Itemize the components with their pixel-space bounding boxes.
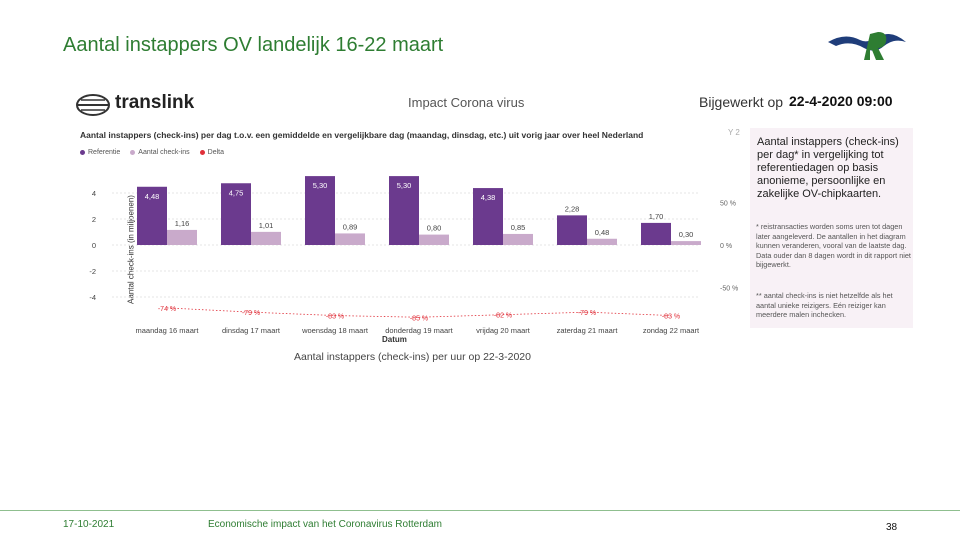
logo-swoosh [828, 34, 906, 51]
footer-divider [0, 510, 960, 511]
y-tick-label: 4 [92, 189, 96, 198]
y-axis-label: Aantal check-ins (in miljoenen) [126, 195, 136, 304]
y2-tick-label: 0 % [720, 243, 732, 250]
bar-label-check-ins: 1,01 [259, 221, 274, 230]
bar-referentie [221, 183, 251, 245]
x-tick-label: zondag 22 maart [643, 326, 700, 335]
delta-label: -79 % [242, 310, 260, 317]
bar-referentie [473, 188, 503, 245]
x-tick-label: woensdag 18 maart [301, 326, 369, 335]
delta-label: -85 % [410, 315, 428, 322]
bar-label-check-ins: 0,89 [343, 222, 358, 231]
bar-check-ins [419, 234, 449, 245]
legend-dot-delta [199, 150, 205, 155]
delta-label: -82 % [494, 313, 512, 320]
legend-item-referentie: Referentie [80, 149, 120, 156]
y2-axis-label-partial: Y 2 [728, 128, 740, 137]
delta-label: -79 % [578, 310, 596, 317]
legend-item-delta: Delta [199, 149, 224, 156]
bar-referentie [305, 176, 335, 245]
legend-item-check-ins: Aantal check-ins [130, 149, 190, 156]
x-tick-label: dinsdag 17 maart [222, 326, 281, 335]
note-box [750, 128, 913, 328]
chart-title: Aantal instappers (check-ins) per dag t.… [80, 130, 644, 140]
bar-referentie [557, 215, 587, 245]
page-number: 38 [886, 522, 898, 533]
x-tick-label: vrijdag 20 maart [476, 326, 531, 335]
footer-source: Economische impact van het Coronavirus R… [208, 519, 442, 530]
x-tick-label: donderdag 19 maart [385, 326, 453, 335]
y-tick-label: -4 [89, 293, 96, 302]
bar-check-ins [503, 233, 533, 245]
bar-label-check-ins: 0,48 [595, 228, 610, 237]
bar-label-referentie: 5,30 [397, 181, 412, 190]
y2-tick-label: 50 % [720, 201, 736, 208]
legend-label-referentie: Referentie [88, 149, 121, 156]
footer-date: 17-10-2021 [63, 519, 115, 530]
legend-dot-referentie [80, 150, 85, 155]
delta-label: -83 % [662, 314, 680, 321]
updated-label: Bijgewerkt op [699, 94, 784, 110]
bar-label-referentie: 1,70 [649, 212, 664, 221]
y2-tick-label: -50 % [720, 286, 738, 293]
chart-legend: Referentie Aantal check-ins Delta [80, 149, 224, 156]
x-tick-label: zaterdag 21 maart [557, 326, 619, 335]
bar-label-check-ins: 1,16 [175, 219, 190, 228]
bar-referentie [641, 222, 671, 245]
report-title: Impact Corona virus [408, 95, 525, 110]
delta-label: -83 % [326, 314, 344, 321]
bar-label-referentie: 2,28 [565, 204, 580, 213]
legend-label-check-ins: Aantal check-ins [138, 149, 190, 156]
translink-logo-icon [76, 94, 110, 116]
bar-label-referentie: 4,38 [481, 193, 496, 202]
bar-label-referentie: 5,30 [313, 181, 328, 190]
bar-check-ins [335, 233, 365, 245]
footnote-check-ins: ** aantal check-ins is niet hetzelfde al… [756, 291, 893, 319]
delta-line [166, 307, 672, 318]
translink-header: translink Impact Corona virus Bijgewerkt… [75, 90, 925, 120]
bar-check-ins [167, 229, 197, 245]
slide-title: Aantal instappers OV landelijk 16-22 maa… [63, 34, 444, 56]
logo-r-mark [864, 32, 887, 60]
bar-referentie [389, 176, 419, 245]
y-tick-label: -2 [89, 267, 96, 276]
y-tick-label: 2 [92, 215, 96, 224]
bar-label-check-ins: 0,80 [427, 224, 442, 233]
bar-label-referentie: 4,75 [229, 188, 244, 197]
bar-check-ins [587, 238, 617, 245]
bar-label-referentie: 4,48 [145, 192, 160, 201]
x-tick-label: maandag 16 maart [136, 326, 200, 335]
x-axis-label: Datum [382, 335, 407, 344]
updated-value: 22-4-2020 09:00 [789, 93, 893, 109]
delta-label: -74 % [158, 306, 176, 313]
footnote-transactions: * reistransacties worden soms uren tot d… [756, 222, 911, 269]
note-title: Aantal instappers (check-ins) per dag* i… [757, 136, 899, 200]
bar-check-ins [671, 241, 701, 245]
translink-logo-text: translink [115, 92, 195, 113]
bar-label-check-ins: 0,30 [679, 230, 694, 239]
legend-label-delta: Delta [207, 149, 224, 156]
bar-check-ins [251, 231, 281, 245]
bar-label-check-ins: 0,85 [511, 223, 526, 232]
hourly-chart-title: Aantal instappers (check-ins) per uur op… [294, 351, 531, 363]
rotterdam-logo [828, 32, 906, 60]
y-tick-label: 0 [92, 241, 96, 250]
bar-referentie [137, 186, 167, 245]
legend-dot-check-ins [130, 150, 136, 155]
